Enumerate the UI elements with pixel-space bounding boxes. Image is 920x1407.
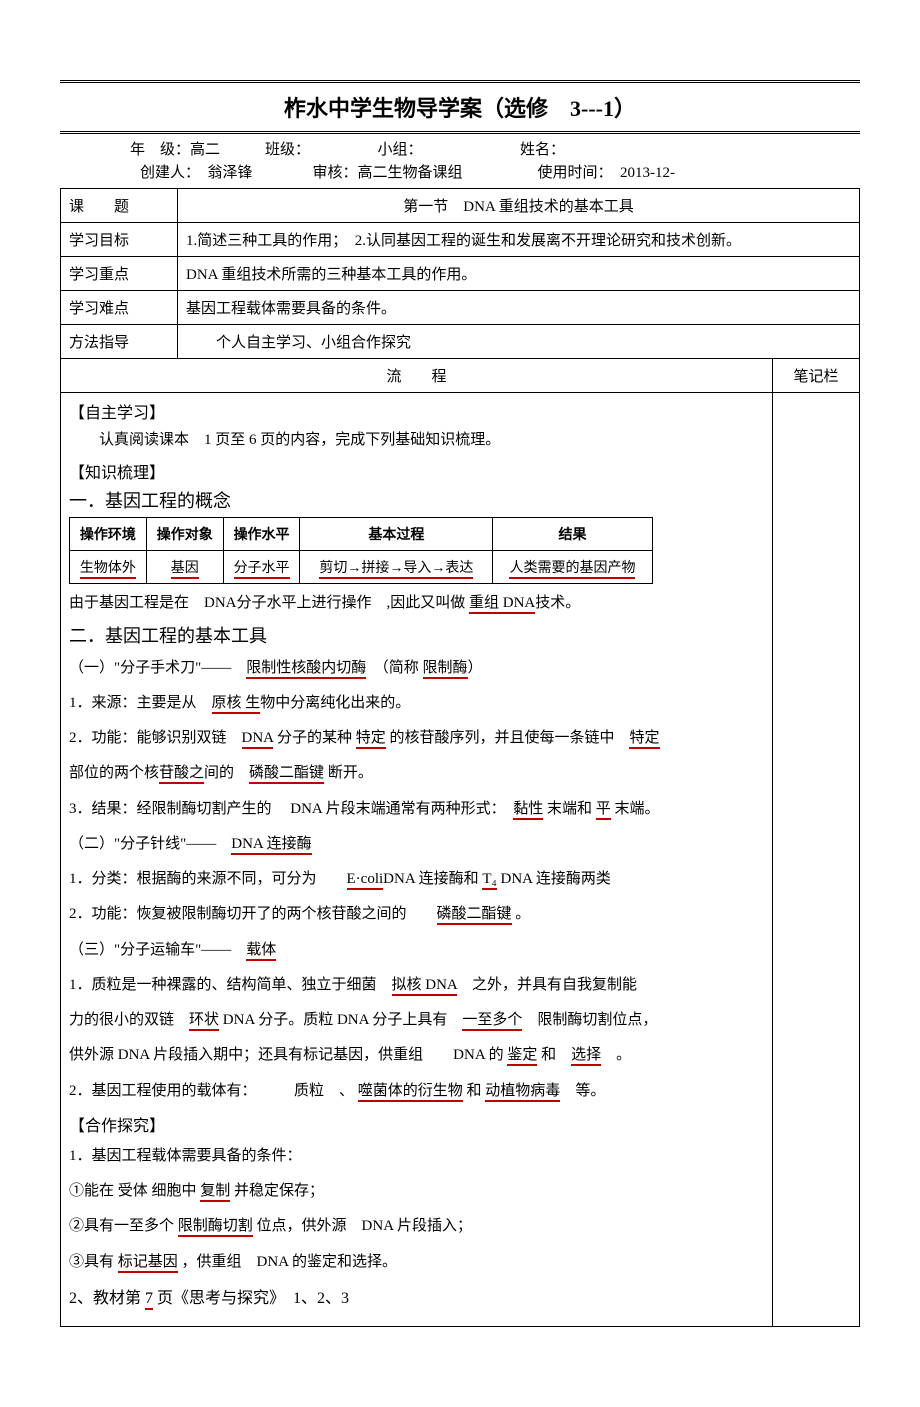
label-goal: 学习目标 [61, 223, 178, 257]
row-flow-header: 流 程 笔记栏 [61, 359, 860, 393]
th-result: 结果 [493, 517, 653, 550]
p-ligase: （二）"分子针线"—— DNA 连接酶 [69, 830, 764, 859]
row-content: 【自主学习】 认真阅读课本 1 页至 6 页的内容，完成下列基础知识梳理。 【知… [61, 393, 860, 1327]
label-notes: 笔记栏 [773, 359, 860, 393]
p-plasmid-2: 力的很小的双链 环状 DNA 分子。质粒 DNA 分子上具有 一至多个 限制酶切… [69, 1006, 764, 1035]
th-level: 操作水平 [223, 517, 300, 550]
value-method: 个人自主学习、小组合作探究 [178, 325, 860, 359]
value-focus: DNA 重组技术所需的三种基本工具的作用。 [178, 257, 860, 291]
value-difficulty: 基因工程载体需要具备的条件。 [178, 291, 860, 325]
td-result: 人类需要的基因产物 [493, 550, 653, 583]
meta-line-2: 创建人： 翁泽锋 审核：高二生物备课组 使用时间： 2013-12- [60, 161, 860, 182]
section-knowledge: 【知识梳理】 [69, 459, 764, 483]
p-after-table: 由于基因工程是在 DNA分子水平上进行操作 ,因此又叫做 重组 DNA技术。 [69, 590, 764, 618]
coop-a2: ②具有一至多个 限制酶切割 位点，供外源 DNA 片段插入； [69, 1212, 764, 1241]
section-coop: 【合作探究】 [69, 1112, 764, 1136]
coop-a3: ③具有 标记基因 ，供重组 DNA 的鉴定和选择。 [69, 1248, 764, 1277]
td-obj: 基因 [146, 550, 223, 583]
notes-column [773, 393, 860, 1327]
td-level: 分子水平 [223, 550, 300, 583]
content-cell: 【自主学习】 认真阅读课本 1 页至 6 页的内容，完成下列基础知识梳理。 【知… [61, 393, 773, 1327]
p-ligase-func: 2．功能：恢复被限制酶切开了的两个核苷酸之间的 磷酸二酯键 。 [69, 900, 764, 929]
p-plasmid-3: 供外源 DNA 片段插入期中；还具有标记基因，供重组 DNA 的 鉴定 和 选择… [69, 1041, 764, 1070]
last-line: 2、教材第 7 页《思考与探究》 1、2、3 [69, 1283, 764, 1314]
concept-table: 操作环境 操作对象 操作水平 基本过程 结果 生物体外 基因 分子水平 剪切→拼… [69, 517, 653, 584]
p-vector: （三）"分子运输车"—— 载体 [69, 936, 764, 965]
th-process: 基本过程 [300, 517, 493, 550]
value-goal: 1.简述三种工具的作用； 2.认同基因工程的诞生和发展离不开理论研究和技术创新。 [178, 223, 860, 257]
coop-q1: 1．基因工程载体需要具备的条件： [69, 1142, 764, 1171]
row-difficulty: 学习难点 基因工程载体需要具备的条件。 [61, 291, 860, 325]
value-topic: 第一节 DNA 重组技术的基本工具 [178, 189, 860, 223]
p-vectors-list: 2．基因工程使用的载体有： 质粒 、 噬菌体的衍生物 和 动植物病毒 等。 [69, 1077, 764, 1106]
section-self-study: 【自主学习】 [69, 399, 764, 423]
meta-line-1: 年 级：高二 班级： 小组： 姓名： [60, 138, 860, 159]
row-method: 方法指导 个人自主学习、小组合作探究 [61, 325, 860, 359]
td-env: 生物体外 [70, 550, 147, 583]
td-process: 剪切→拼接→导入→表达 [300, 550, 493, 583]
self-study-desc: 认真阅读课本 1 页至 6 页的内容，完成下列基础知识梳理。 [69, 427, 764, 455]
info-table: 课 题 第一节 DNA 重组技术的基本工具 学习目标 1.简述三种工具的作用； … [60, 188, 860, 1327]
label-flow: 流 程 [61, 359, 773, 393]
coop-a1: ①能在 受体 细胞中 复制 并稳定保存； [69, 1177, 764, 1206]
concept-header-row: 操作环境 操作对象 操作水平 基本过程 结果 [70, 517, 653, 550]
th-obj: 操作对象 [146, 517, 223, 550]
p-function-1: 2．功能：能够识别双链 DNA 分子的某种 特定 的核苷酸序列，并且使每一条链中… [69, 724, 764, 753]
row-goal: 学习目标 1.简述三种工具的作用； 2.认同基因工程的诞生和发展离不开理论研究和… [61, 223, 860, 257]
page-title: 柞水中学生物导学案（选修 3---1） [60, 80, 860, 134]
h1-tools: 二．基因工程的基本工具 [69, 622, 764, 648]
h1-concept: 一．基因工程的概念 [69, 487, 764, 513]
th-env: 操作环境 [70, 517, 147, 550]
p-scalpel: （一）"分子手术刀"—— 限制性核酸内切酶 （简称 限制酶） [69, 654, 764, 683]
row-focus: 学习重点 DNA 重组技术所需的三种基本工具的作用。 [61, 257, 860, 291]
p-ligase-class: 1．分类：根据酶的来源不同，可分为 E·coliDNA 连接酶和 T₄ DNA … [69, 865, 764, 894]
label-focus: 学习重点 [61, 257, 178, 291]
concept-value-row: 生物体外 基因 分子水平 剪切→拼接→导入→表达 人类需要的基因产物 [70, 550, 653, 583]
label-difficulty: 学习难点 [61, 291, 178, 325]
label-topic: 课 题 [61, 189, 178, 223]
label-method: 方法指导 [61, 325, 178, 359]
p-function-2: 部位的两个核苷酸之间的 磷酸二酯键 断开。 [69, 759, 764, 788]
p-source: 1．来源：主要是从 原核 生物中分离纯化出来的。 [69, 689, 764, 718]
p-plasmid-1: 1．质粒是一种裸露的、结构简单、独立于细菌 拟核 DNA 之外，并具有自我复制能 [69, 971, 764, 1000]
page: 柞水中学生物导学案（选修 3---1） 年 级：高二 班级： 小组： 姓名： 创… [60, 80, 860, 1327]
row-topic: 课 题 第一节 DNA 重组技术的基本工具 [61, 189, 860, 223]
p-result: 3．结果：经限制酶切割产生的 DNA 片段末端通常有两种形式： 黏性 末端和 平… [69, 795, 764, 824]
